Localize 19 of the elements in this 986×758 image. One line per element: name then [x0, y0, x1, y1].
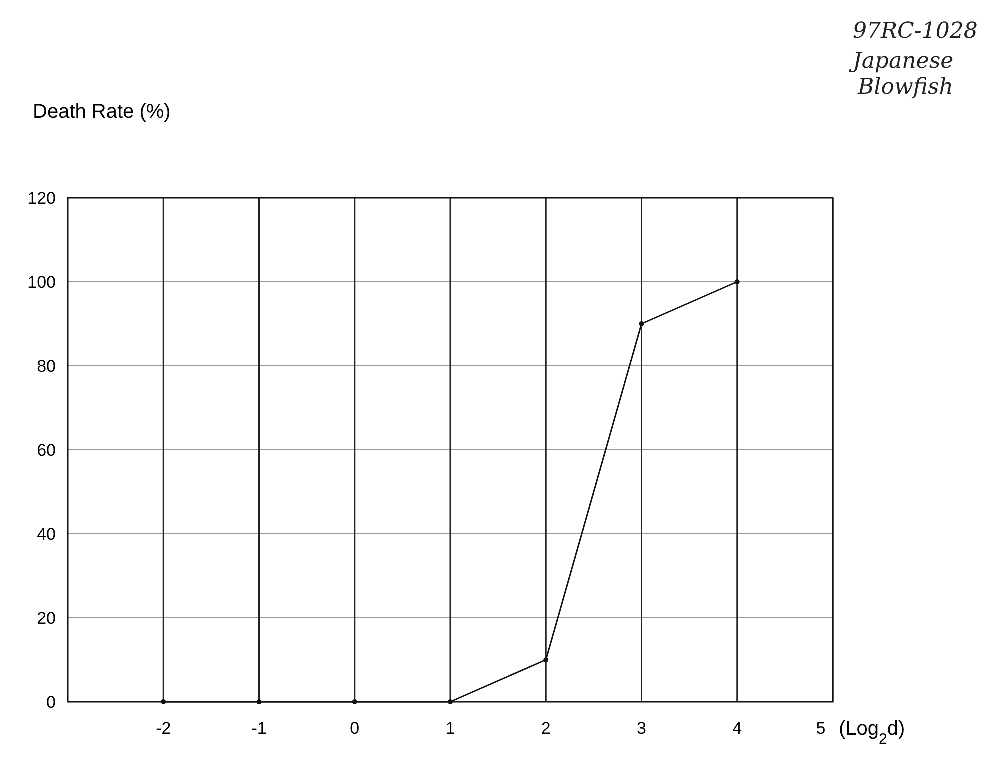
y-tick-label: 40: [37, 525, 56, 544]
x-tick-label: -1: [252, 719, 267, 738]
text: Japanese Blowfish: [849, 49, 954, 100]
y-tick-label: 60: [37, 441, 56, 460]
text: 97RC-1028: [853, 19, 978, 44]
x-axis-title: (Log$_{2}$d): [839, 718, 906, 748]
x-tick-label: 0: [350, 719, 360, 738]
x-tick-label: 1: [446, 719, 456, 738]
x-tick-label: 4: [732, 719, 742, 738]
x-tick-label: 3: [637, 719, 646, 738]
y-tick-label: 0: [46, 693, 56, 712]
x-tick-label: 5: [816, 719, 826, 738]
y-axis-title: Death Rate (%): [33, 101, 171, 123]
y-tick-label: 100: [28, 273, 56, 292]
y-tick-label: 120: [28, 189, 56, 208]
y-tick-label: 20: [37, 609, 56, 628]
x-tick-label: -2: [156, 719, 172, 738]
x-tick-label: 2: [541, 719, 551, 738]
y-tick-label: 80: [37, 357, 56, 376]
